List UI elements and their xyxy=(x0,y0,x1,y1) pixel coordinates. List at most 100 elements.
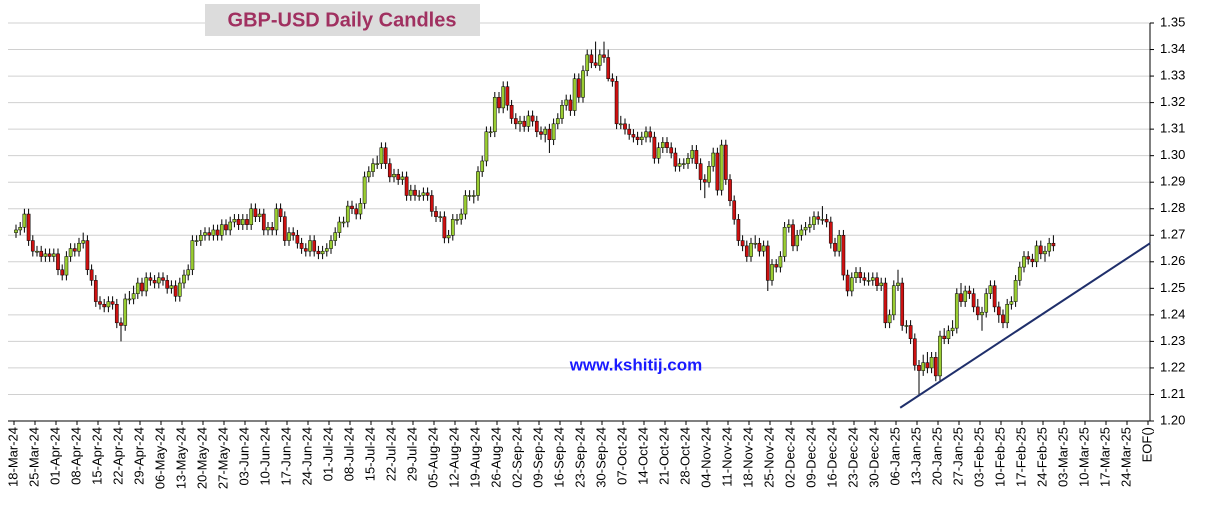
candle-body xyxy=(669,147,674,154)
candle-body xyxy=(824,219,829,223)
candle-body xyxy=(963,290,968,302)
x-tick-label: 20-May-24 xyxy=(194,427,209,489)
candle-body xyxy=(253,208,258,217)
candle-body xyxy=(224,224,228,231)
candle-body xyxy=(144,277,149,292)
candle-body xyxy=(883,282,888,324)
candle-body xyxy=(896,282,900,286)
candle-body xyxy=(60,269,65,276)
y-tick-label: 1.30 xyxy=(1160,147,1185,162)
candle-body xyxy=(597,54,602,66)
candle-body xyxy=(127,298,132,301)
candle-body xyxy=(917,365,921,371)
x-tick-label: 03-Mar-25 xyxy=(1055,427,1070,487)
candle-body xyxy=(22,213,27,228)
x-tick-label: 17-Jun-24 xyxy=(278,427,293,486)
candle-body xyxy=(547,128,552,140)
candle-body xyxy=(98,301,102,305)
candle-body xyxy=(299,242,304,249)
candle-body xyxy=(417,195,422,197)
candle-body xyxy=(219,224,224,236)
candle-body xyxy=(295,235,300,244)
candle-body xyxy=(950,327,955,332)
candle-body xyxy=(967,290,972,294)
candle-body xyxy=(165,280,170,289)
y-tick-label: 1.29 xyxy=(1160,174,1185,189)
candle-body xyxy=(161,277,165,281)
candle-body xyxy=(329,240,333,249)
candle-body xyxy=(182,274,186,284)
candle-body xyxy=(513,118,518,125)
candle-body xyxy=(337,221,342,233)
candle-body xyxy=(534,120,539,133)
candle-body xyxy=(891,285,896,316)
candle-body xyxy=(522,120,527,127)
x-tick-label: 04-Nov-24 xyxy=(698,427,713,488)
candle-body xyxy=(383,147,388,164)
candle-body xyxy=(870,277,875,281)
x-tick-label: 25-Nov-24 xyxy=(761,427,776,488)
x-tick-label: 25-Mar-24 xyxy=(26,427,41,487)
candle-body xyxy=(455,219,459,221)
x-tick-label: 29-Jul-24 xyxy=(404,427,419,481)
candle-body xyxy=(278,208,283,217)
x-tick-label: 27-May-24 xyxy=(215,427,230,489)
candle-body xyxy=(925,362,930,369)
candle-body xyxy=(308,240,312,252)
candle-body xyxy=(774,264,779,268)
candle-body xyxy=(984,293,989,313)
candle-body xyxy=(215,229,220,236)
candle-body xyxy=(102,304,107,308)
candle-body xyxy=(761,245,766,252)
x-tick-label: 06-Jan-25 xyxy=(887,427,902,486)
candle-body xyxy=(686,158,690,164)
candle-body xyxy=(35,250,39,253)
candle-body xyxy=(442,216,447,239)
candle-body xyxy=(72,248,77,252)
candle-body xyxy=(303,248,308,252)
candle-body xyxy=(1047,242,1052,252)
candle-body xyxy=(610,78,615,82)
x-tick-label: 18-Mar-24 xyxy=(5,427,20,487)
candle-body xyxy=(1001,314,1005,324)
candle-body xyxy=(740,240,745,247)
candle-body xyxy=(1030,258,1035,263)
candle-body xyxy=(681,163,686,165)
x-tick-label: 17-Feb-25 xyxy=(1013,427,1028,487)
candle-body xyxy=(723,144,728,180)
candle-body xyxy=(509,105,514,119)
candle-body xyxy=(135,282,140,294)
x-tick-label: 01-Jul-24 xyxy=(320,427,335,481)
candle-body xyxy=(555,118,560,125)
candle-body xyxy=(707,166,711,183)
candle-body xyxy=(413,189,417,196)
candle-body xyxy=(929,357,934,369)
y-tick-label: 1.34 xyxy=(1160,41,1185,56)
candle-body xyxy=(320,250,325,255)
candle-body xyxy=(543,128,548,135)
candle-body xyxy=(282,216,287,241)
candle-body xyxy=(589,54,594,64)
candle-body xyxy=(488,131,493,134)
y-tick-label: 1.28 xyxy=(1160,200,1185,215)
x-tick-label: 02-Dec-24 xyxy=(782,427,797,488)
candle-body xyxy=(1051,242,1056,247)
x-tick-label: 16-Sep-24 xyxy=(551,427,566,488)
candle-body xyxy=(698,163,703,180)
candle-body xyxy=(467,195,472,197)
candle-body xyxy=(39,250,44,257)
candle-body xyxy=(51,253,56,257)
candle-body xyxy=(350,205,354,209)
candle-body xyxy=(841,235,846,276)
candle-body xyxy=(715,152,720,191)
candle-body xyxy=(854,272,858,278)
x-tick-label: 18-Nov-24 xyxy=(740,427,755,488)
candle-body xyxy=(849,277,854,292)
candle-body xyxy=(581,70,585,98)
candle-body xyxy=(816,216,821,220)
candle-body xyxy=(959,293,963,302)
candle-body xyxy=(392,173,396,178)
candle-body xyxy=(249,208,254,225)
candle-body xyxy=(476,171,480,196)
